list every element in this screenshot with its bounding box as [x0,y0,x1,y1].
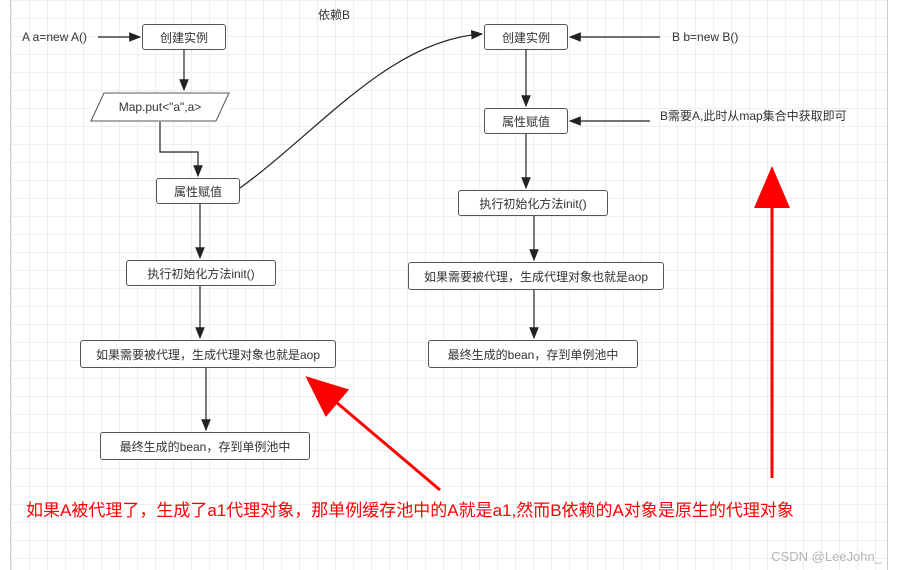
node-left-mapput: Map.put<"a",a> [90,92,230,122]
diagram-title: 依赖B [318,6,350,23]
node-left-create: 创建实例 [142,24,226,50]
watermark: CSDN @LeeJohn_ [771,549,882,564]
node-right-proxy: 如果需要被代理，生成代理对象也就是aop [408,262,664,290]
node-right-final: 最终生成的bean，存到单例池中 [428,340,638,368]
label-b-need-a: B需要A,此时从map集合中获取即可 [660,108,880,125]
node-left-proxy: 如果需要被代理，生成代理对象也就是aop [80,340,336,368]
node-right-assign: 属性赋值 [484,108,568,134]
annotation-text: 如果A被代理了，生成了a1代理对象，那单例缓存池中的A就是a1,然而B依赖的A对… [26,498,868,524]
label-new-b: B b=new B() [672,30,738,44]
node-right-create: 创建实例 [484,24,568,50]
node-left-init: 执行初始化方法init() [126,260,276,286]
label-new-a: A a=new A() [22,30,87,44]
node-right-init: 执行初始化方法init() [458,190,608,216]
node-left-assign: 属性赋值 [156,178,240,204]
node-left-mapput-text: Map.put<"a",a> [119,100,202,114]
node-left-final: 最终生成的bean，存到单例池中 [100,432,310,460]
